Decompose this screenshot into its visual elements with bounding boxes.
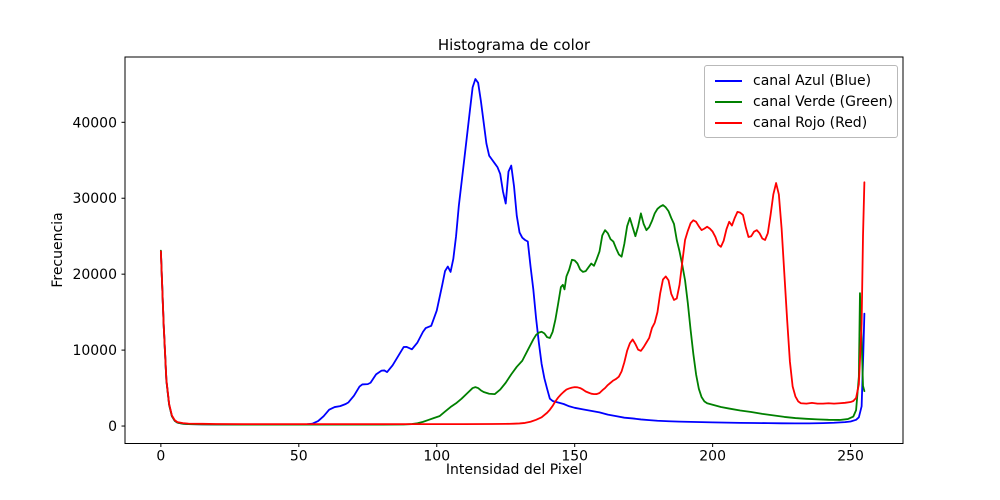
chart-title: Histograma de color (437, 36, 591, 54)
series-red-line (159, 181, 866, 426)
legend-line-sample-green (715, 100, 742, 103)
y-tick-label: 40000 (72, 115, 117, 131)
x-tick-label: 150 (561, 449, 588, 465)
legend-line-sample-red (715, 121, 742, 124)
x-tick-label: 100 (423, 449, 450, 465)
series-green-line (159, 204, 866, 426)
legend-label-red: canal Rojo (Red) (753, 114, 868, 131)
x-axis-label: Intensidad del Pixel (445, 462, 583, 478)
legend-label-blue: canal Azul (Blue) (753, 72, 872, 89)
y-tick-label: 30000 (72, 191, 117, 207)
legend-item-green: canal Verde (Green) (713, 92, 893, 112)
x-tick-label: 250 (837, 449, 864, 465)
x-tick-label: 50 (290, 449, 308, 465)
legend: canal Azul (Blue) canal Verde (Green) cana… (704, 65, 898, 138)
x-tick-label: 200 (699, 449, 726, 465)
x-tick-label: 0 (156, 449, 165, 465)
legend-item-red: canal Rojo (Red) (713, 113, 889, 133)
series-blue-line (159, 78, 866, 426)
legend-line-sample-blue (715, 79, 742, 82)
y-tick-label: 0 (108, 419, 117, 435)
y-tick-label: 20000 (72, 267, 117, 283)
y-tick-label: 10000 (72, 343, 117, 359)
plot-border (124, 56, 904, 444)
legend-label-green: canal Verde (Green) (753, 93, 893, 110)
legend-item-blue: canal Azul (Blue) (713, 71, 889, 91)
